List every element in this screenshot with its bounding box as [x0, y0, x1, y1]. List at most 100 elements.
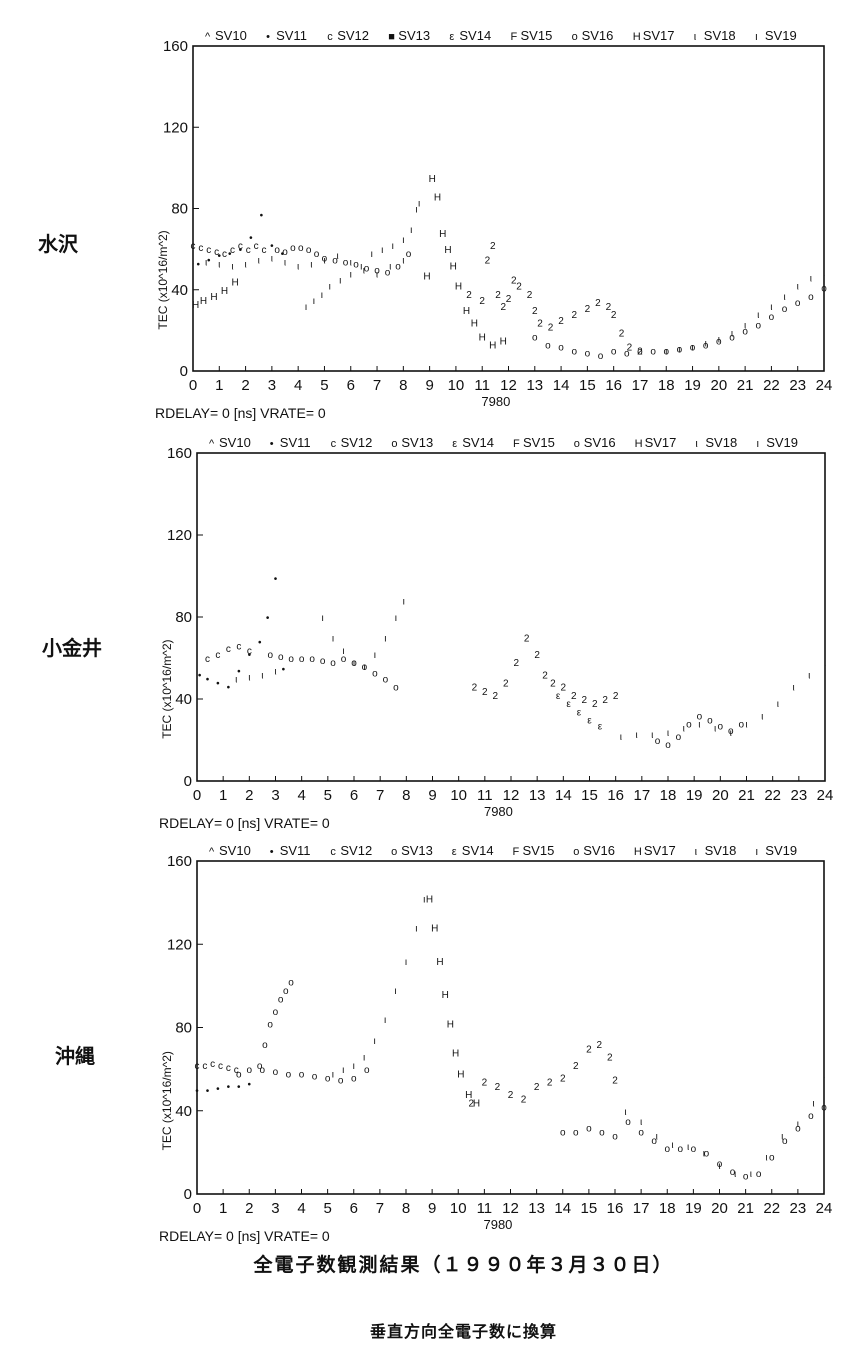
y-tick-label: 120 — [167, 527, 192, 544]
figure-subcaption: 垂直方向全電子数に換算 — [369, 1322, 557, 1341]
legend-entry: SV13 — [401, 435, 433, 450]
data-point: 2 — [637, 347, 643, 358]
x-tick-label: 12 — [502, 1200, 519, 1217]
data-point: ı — [331, 1069, 334, 1080]
legend-entry: SV17 — [643, 28, 675, 43]
data-point: c — [226, 644, 231, 655]
data-point: ι — [376, 270, 378, 281]
data-point: ι — [665, 347, 667, 358]
data-point: o — [821, 284, 827, 295]
data-point: ε — [577, 707, 582, 718]
data-point: • — [270, 241, 274, 252]
data-point: o — [598, 351, 604, 362]
data-point: o — [769, 1153, 775, 1164]
data-point: H — [221, 286, 228, 297]
data-point: ι — [261, 670, 263, 681]
data-point: o — [314, 249, 320, 260]
data-point: ı — [342, 646, 345, 657]
y-axis-label: TEC (x10^16/m^2) — [160, 640, 174, 739]
data-point: o — [808, 292, 814, 303]
data-point: ι — [812, 1098, 814, 1109]
x-tick-label: 0 — [193, 1200, 201, 1217]
station-label-koganei: 小金井 — [42, 636, 102, 660]
data-point: 2 — [548, 322, 554, 333]
data-point: ı — [415, 205, 418, 216]
x-tick-label: 6 — [350, 1200, 358, 1217]
data-point: 2 — [485, 255, 491, 266]
data-point: 2 — [472, 683, 478, 694]
x-tick-label: 0 — [193, 787, 201, 804]
data-point: 2 — [495, 1082, 501, 1093]
data-point: c — [214, 247, 219, 258]
legend-entry: SV15 — [523, 435, 555, 450]
data-point: ι — [323, 255, 325, 266]
data-point: o — [808, 1111, 814, 1122]
x-axis-label: 7980 — [483, 1217, 512, 1232]
data-point: o — [372, 668, 378, 679]
data-point: ι — [730, 728, 732, 739]
data-point: 2 — [500, 302, 506, 313]
data-point: ı — [381, 245, 384, 256]
legend-marker: H — [634, 846, 642, 858]
data-point: ι — [703, 1148, 705, 1159]
x-tick-label: 23 — [789, 377, 806, 394]
data-point: ι — [258, 255, 260, 266]
x-tick-label: 23 — [790, 1200, 807, 1217]
x-tick-label: 7 — [376, 1200, 384, 1217]
x-tick-label: 24 — [816, 1200, 833, 1217]
data-point: ι — [671, 1140, 673, 1151]
data-point: ı — [373, 1036, 376, 1047]
data-point: ι — [667, 728, 669, 739]
data-point: ı — [384, 1015, 387, 1026]
data-point: H — [447, 1019, 454, 1030]
data-point: ι — [248, 672, 250, 683]
data-point: o — [406, 249, 412, 260]
x-tick-label: 8 — [399, 377, 407, 394]
data-point: • — [198, 670, 202, 681]
data-point: • — [274, 574, 278, 585]
data-point: H — [426, 894, 433, 905]
data-point: ı — [332, 634, 335, 645]
legend-marker: • — [270, 846, 274, 858]
data-point: • — [207, 255, 211, 266]
x-tick-label: 17 — [632, 377, 649, 394]
legend-marker: ι — [695, 438, 698, 450]
legend-entry: SV18 — [705, 843, 737, 858]
data-point: H — [455, 282, 462, 293]
legend-entry: SV17 — [644, 843, 676, 858]
data-point: ι — [350, 257, 352, 268]
x-tick-label: 11 — [474, 377, 490, 394]
y-tick-label: 0 — [184, 773, 192, 790]
data-point: ı — [353, 658, 356, 669]
data-point: c — [222, 249, 227, 260]
legend-marker: ε — [452, 438, 457, 450]
data-point: • — [195, 1086, 199, 1097]
y-tick-label: 120 — [163, 119, 188, 136]
data-point: o — [274, 245, 280, 256]
data-point: o — [286, 1069, 292, 1080]
data-point: 2 — [482, 687, 488, 698]
data-point: o — [306, 245, 312, 256]
data-point: • — [266, 613, 270, 624]
data-point: H — [463, 306, 470, 317]
y-tick-label: 0 — [180, 363, 188, 380]
x-tick-label: 18 — [659, 1200, 676, 1217]
data-point: o — [278, 652, 284, 663]
data-point: 2 — [503, 679, 509, 690]
legend-entry: SV16 — [584, 435, 616, 450]
x-tick-label: 24 — [817, 787, 834, 804]
data-point: • — [237, 1082, 241, 1093]
legend-marker: ı — [755, 846, 758, 858]
legend-marker: ε — [449, 31, 454, 43]
data-point: ι — [336, 251, 338, 262]
x-tick-label: 3 — [268, 377, 276, 394]
legend-entry: SV13 — [398, 28, 430, 43]
data-point: 2 — [571, 310, 577, 321]
data-point: ε — [598, 722, 603, 733]
data-point: c — [202, 1061, 207, 1072]
data-point: ι — [274, 666, 276, 677]
data-point: • — [218, 251, 222, 262]
data-point: ε — [556, 691, 561, 702]
y-axis-label: TEC (x10^16/m^2) — [156, 230, 170, 329]
data-point: o — [650, 347, 656, 358]
